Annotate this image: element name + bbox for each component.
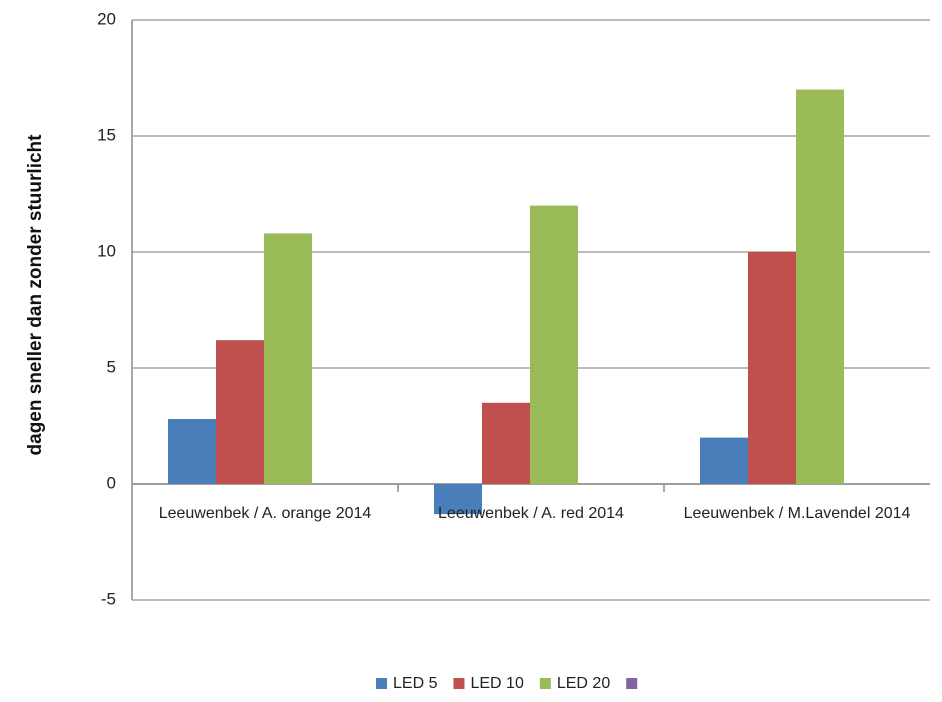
bar-led-10-cat-2 xyxy=(748,252,796,484)
legend-swatch xyxy=(453,678,465,689)
legend-label: LED 10 xyxy=(470,675,523,692)
bar-led-10-cat-1 xyxy=(482,402,530,484)
x-category-labels: Leeuwenbek / A. orange 2014 Leeuwenbek / … xyxy=(159,505,911,522)
bar-led-20-cat-1 xyxy=(530,205,578,484)
y-tick-label: -5 xyxy=(101,589,116,608)
bar-led-20-cat-2 xyxy=(796,89,844,484)
legend-swatch xyxy=(626,678,638,689)
bar-led-5-cat-2 xyxy=(700,437,748,484)
y-tick-label: 10 xyxy=(97,241,116,260)
bar-led-5-cat-1 xyxy=(434,484,482,515)
legend-label: LED 20 xyxy=(557,675,610,692)
legend-swatch xyxy=(376,678,387,689)
legend: LED 5 LED 10 LED 20 xyxy=(376,675,638,692)
y-tick-labels: -5 0 5 10 15 20 xyxy=(97,9,116,608)
y-tick-label: 0 xyxy=(107,473,116,492)
x-category-label: Leeuwenbek / M.Lavendel 2014 xyxy=(684,505,911,522)
x-category-label: Leeuwenbek / A. orange 2014 xyxy=(159,505,372,522)
bar-led-5-cat-0 xyxy=(168,419,216,484)
legend-swatch xyxy=(539,678,551,689)
legend-label: LED 5 xyxy=(393,675,438,692)
y-axis-label: dagen sneller dan zonder stuurlicht xyxy=(25,134,46,456)
x-category-label: Leeuwenbek / A. red 2014 xyxy=(438,505,624,522)
bar-led-10-cat-0 xyxy=(216,340,264,484)
y-tick-label: 20 xyxy=(97,9,116,28)
bars xyxy=(168,89,844,515)
bar-led-20-cat-0 xyxy=(264,233,312,484)
y-tick-label: 5 xyxy=(107,357,116,376)
y-tick-label: 15 xyxy=(97,125,116,144)
